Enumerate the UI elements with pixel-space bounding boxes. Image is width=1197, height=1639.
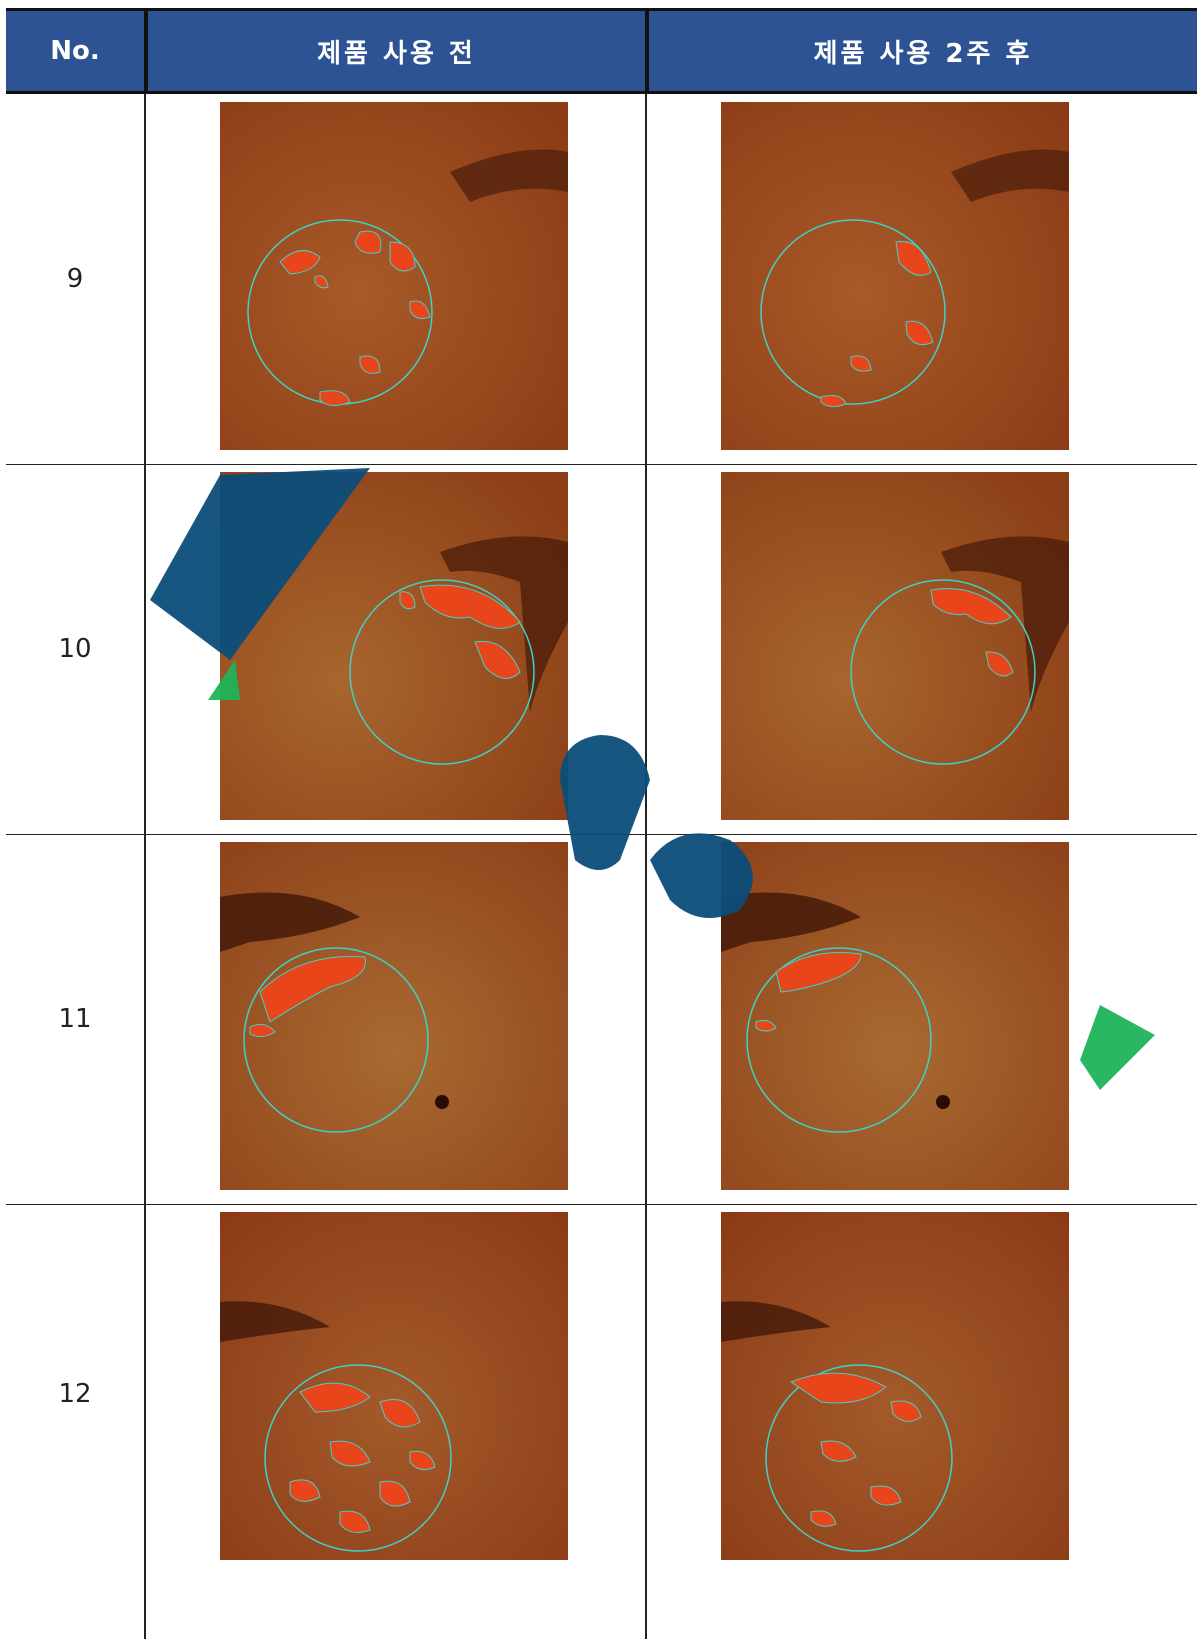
skin-photo-after: [721, 472, 1069, 820]
header-divider: [645, 11, 649, 91]
skin-photo-before: [220, 102, 568, 450]
header-no: No.: [50, 36, 100, 66]
table-header: No. 제품 사용 전 제품 사용 2주 후: [6, 8, 1197, 94]
column-divider: [144, 94, 146, 1639]
skin-photo-after: [721, 1212, 1069, 1560]
row-number: 12: [58, 1379, 92, 1409]
row-divider: [6, 464, 1197, 465]
skin-photo-before: [220, 1212, 568, 1560]
header-before: 제품 사용 전: [317, 38, 476, 69]
skin-photo-before: [220, 472, 568, 820]
row-divider: [6, 1204, 1197, 1205]
skin-photo-before: [220, 842, 568, 1190]
header-divider: [144, 11, 148, 91]
skin-photo-after: [721, 842, 1069, 1190]
skin-photo-after: [721, 102, 1069, 450]
row-number: 9: [66, 264, 84, 294]
row-divider: [6, 834, 1197, 835]
header-after: 제품 사용 2주 후: [813, 38, 1033, 69]
comparison-table: No. 제품 사용 전 제품 사용 2주 후 9 10 11 12: [6, 8, 1197, 1639]
column-divider: [645, 94, 647, 1639]
row-number: 11: [58, 1004, 92, 1034]
row-number: 10: [58, 634, 92, 664]
